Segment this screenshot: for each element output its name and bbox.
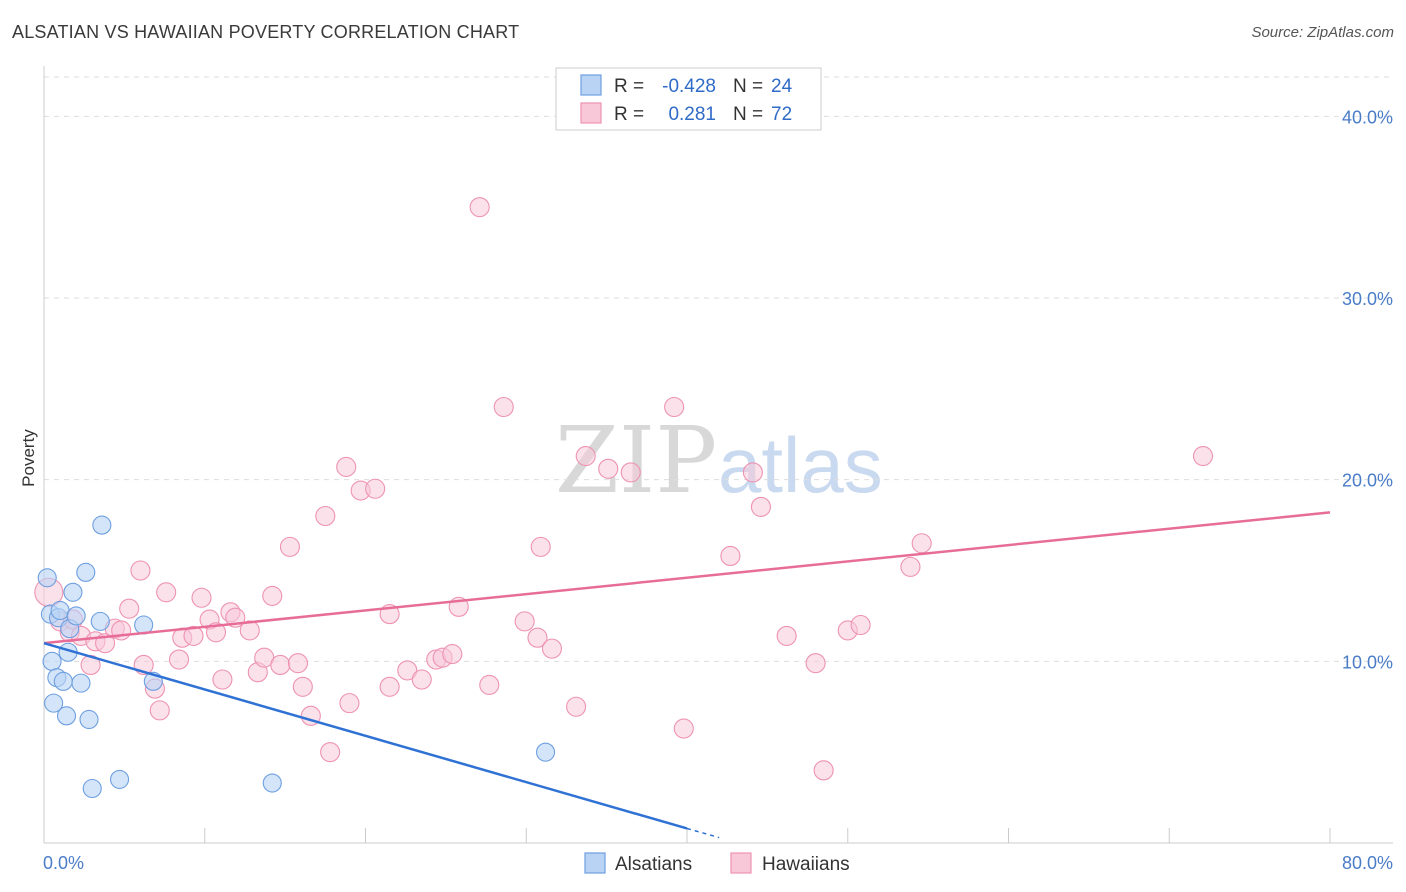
hawaiians-point [805,653,826,674]
series-legend: Alsatians Hawaiians [584,852,850,875]
hawaiians-point [598,458,619,479]
hawaiians-point [262,585,283,606]
hawaiians-point [850,614,871,636]
x-tick-label-max: 80.0% [1342,853,1393,873]
y-tick-label-30: 30.0% [1342,289,1393,309]
hawaiians-point [411,669,432,690]
alsatians-point [92,515,112,535]
hawaiians-point [911,533,932,554]
hawaiians-point [469,197,490,218]
alsatians-point [56,706,77,726]
hawaiians-point [270,654,291,676]
hawaiians-point [320,742,341,763]
alsatians-point [71,673,91,693]
hawaiians-point [479,674,500,696]
legend-r-value-2: 0.281 [668,104,716,125]
y-tick-label-20: 20.0% [1342,471,1393,491]
hawaiians-point [365,478,386,499]
x-tick-label-min: 0.0% [43,853,84,873]
alsatians-point [66,606,86,626]
legend-n-value-2: 72 [771,104,792,125]
legend-n-value-1: 24 [771,76,793,97]
axes [43,66,1393,844]
alsatians-point [37,568,57,588]
bottom-legend-label-hawaiians: Hawaiians [762,854,850,875]
hawaiians-point [664,396,685,418]
hawaiians-point [149,700,170,721]
alsatians-trend-extension [686,827,720,839]
hawaiians-point [397,660,418,681]
hawaiians-point [205,622,227,643]
alsatians-trend-line [43,641,688,830]
hawaiians-point [541,638,563,659]
alsatians-point [82,778,102,799]
bottom-legend-swatch-hawaiians [730,852,752,874]
alsatians-point [90,611,110,631]
alsatians-point [110,769,130,789]
hawaiians-point [813,760,834,781]
bottom-legend-swatch-alsatians [584,852,606,874]
hawaiians-point [191,587,212,608]
watermark-atlas: atlas [718,421,883,509]
hawaiians-point [776,625,797,646]
legend-swatch-hawaiians [580,102,602,124]
legend-n-label-1: N = [733,76,763,97]
alsatians-point [79,709,99,730]
hawaiians-point [575,445,596,467]
alsatians-point [50,600,70,621]
alsatians-point [63,582,83,602]
hawaiians-point [156,582,177,603]
alsatians-point [262,773,282,793]
hawaiians-point [720,545,741,567]
hawaiians-point [339,693,360,714]
hawaiians-point [442,644,463,665]
hawaiians-point [527,627,548,648]
legend-r-value-1: -0.428 [662,76,716,97]
hawaiians-point [566,696,587,717]
hawaiians-point [239,620,260,641]
hawaiians-point [379,676,400,697]
chart-title: ALSATIAN VS HAWAIIAN POVERTY CORRELATION… [12,22,520,42]
legend-n-label-2: N = [733,104,763,125]
hawaiians-trend-line [43,511,1331,645]
y-tick-labels: 10.0% 20.0% 30.0% 40.0% [1342,107,1393,672]
alsatians-point [42,651,62,671]
alsatians-points [37,515,556,799]
alsatians-point [535,742,556,762]
hawaiians-point [742,462,763,483]
hawaiians-point [119,598,140,619]
y-tick-label-40: 40.0% [1342,107,1393,127]
hawaiians-point [900,556,921,577]
hawaiians-point [673,718,694,739]
hawaiians-point [292,676,313,697]
hawaiians-point [315,505,336,527]
legend-r-label-2: R = [614,104,644,125]
y-axis-label: Poverty [19,429,38,487]
hawaiians-point [514,611,535,632]
hawaiians-point [130,560,151,581]
hawaiians-point [620,462,641,483]
trend-lines [43,511,1331,839]
hawaiians-point [336,456,357,478]
hawaiians-point [212,669,233,690]
hawaiians-point [493,396,514,418]
legend-r-label-1: R = [614,76,644,97]
correlation-legend: R = -0.428 N = 24 R = 0.281 N = 72 [555,67,822,131]
hawaiians-point [287,653,309,674]
hawaiians-point [279,536,300,557]
hawaiians-point [530,536,551,557]
hawaiians-point [750,496,771,517]
legend-swatch-alsatians [580,74,602,96]
source-label: Source: ZipAtlas.com [1251,24,1394,41]
alsatians-point [76,562,96,582]
hawaiians-point [183,625,204,646]
y-tick-label-10: 10.0% [1342,652,1393,672]
bottom-legend-label-alsatians: Alsatians [615,854,692,875]
alsatians-point [44,693,64,713]
hawaiians-point [1192,445,1214,467]
hawaiians-point [168,649,190,670]
alsatians-point [53,671,73,691]
